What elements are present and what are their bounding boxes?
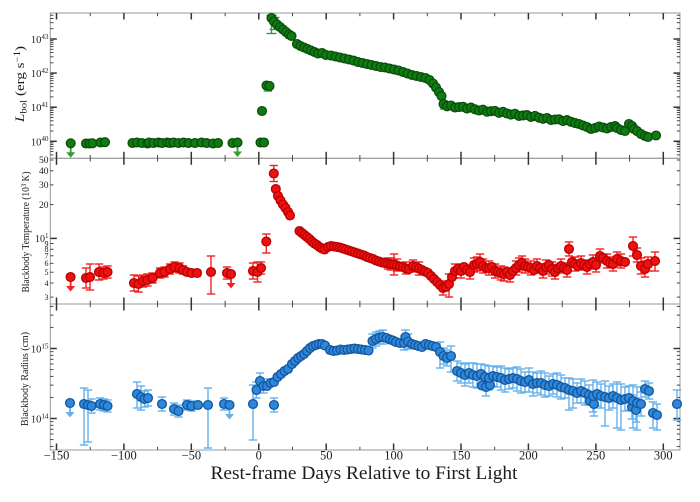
svg-text:300: 300: [654, 449, 673, 463]
svg-text:150: 150: [452, 449, 471, 463]
svg-text:6: 6: [45, 259, 49, 268]
svg-text:−50: −50: [182, 449, 202, 463]
svg-text:9: 9: [45, 239, 49, 248]
svg-text:−100: −100: [111, 449, 137, 463]
svg-text:200: 200: [519, 449, 538, 463]
svg-text:−150: −150: [44, 449, 70, 463]
svg-text:20: 20: [39, 201, 49, 211]
svg-text:5: 5: [45, 268, 49, 277]
svg-text:30: 30: [39, 181, 49, 191]
svg-text:Blackbody Radius (cm): Blackbody Radius (cm): [20, 332, 31, 426]
svg-text:250: 250: [587, 449, 606, 463]
svg-text:40: 40: [39, 167, 49, 177]
svg-text:Lbol (erg s−1): Lbol (erg s−1): [12, 46, 29, 123]
svg-text:100: 100: [384, 449, 403, 463]
svg-text:4: 4: [45, 279, 49, 288]
svg-text:50: 50: [320, 449, 333, 463]
svg-text:50: 50: [39, 156, 49, 166]
svg-text:3: 3: [45, 293, 49, 302]
svg-text:Rest-frame Days Relative to Fi: Rest-frame Days Relative to First Light: [211, 463, 519, 484]
svg-text:7: 7: [45, 252, 49, 261]
svg-text:8: 8: [45, 245, 49, 254]
svg-text:0: 0: [256, 449, 262, 463]
svg-text:Blackbody Temperature (103 K): Blackbody Temperature (103 K): [19, 171, 32, 292]
